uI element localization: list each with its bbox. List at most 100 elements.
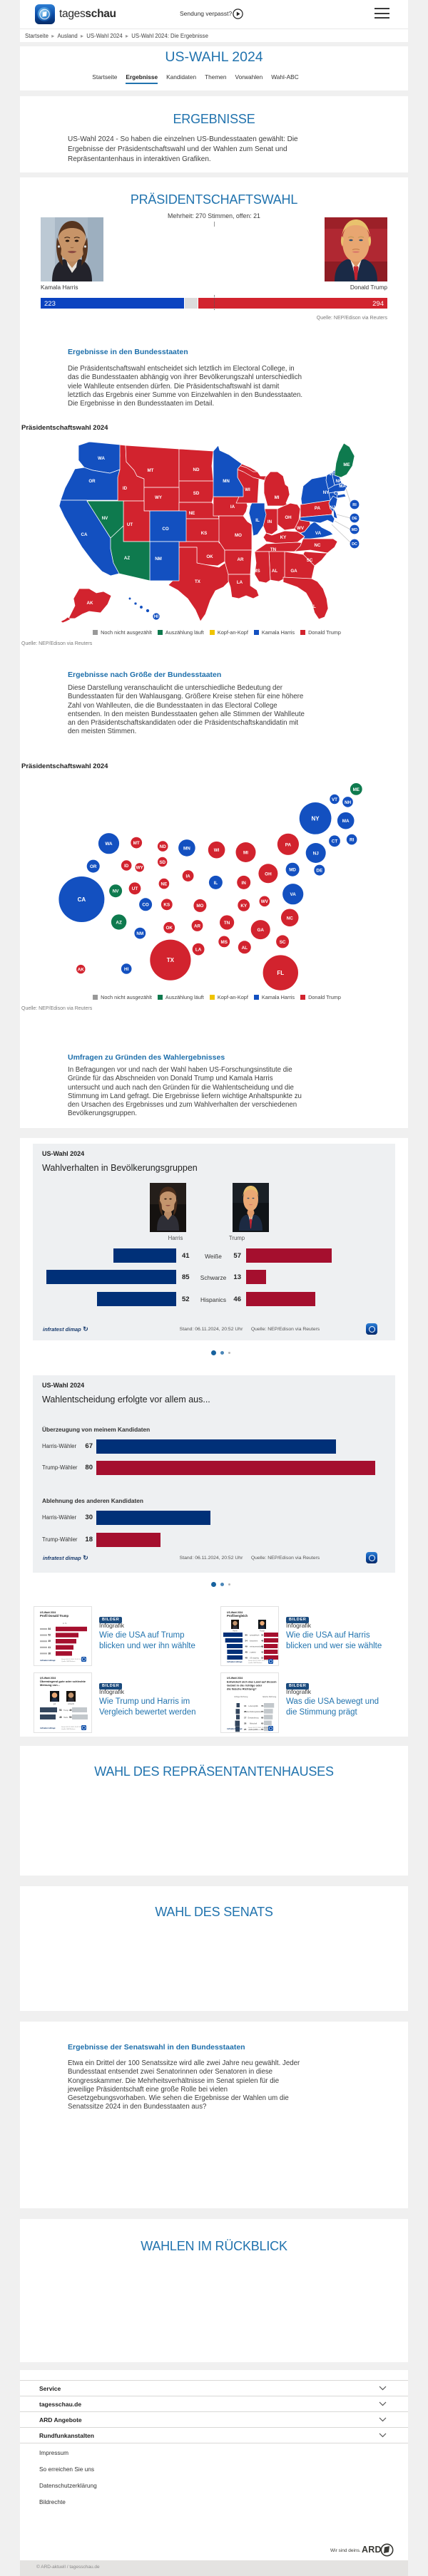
svg-text:NY: NY (323, 490, 330, 495)
svg-text:NJ: NJ (330, 505, 335, 510)
svg-text:infratest dimap: infratest dimap (227, 1660, 243, 1663)
svg-text:Überwiegend gute oder schlecht: Überwiegend gute oder schlechte (40, 1680, 86, 1683)
svg-text:46: 46 (69, 1709, 72, 1712)
svg-text:Einwanderung: Einwanderung (248, 1717, 259, 1719)
svg-text:OH: OH (265, 872, 272, 877)
svg-text:50: 50 (69, 1716, 72, 1719)
svg-text:ME: ME (343, 462, 350, 467)
svg-text:NM: NM (155, 557, 162, 562)
svg-text:52: 52 (48, 1634, 51, 1637)
svg-text:NY: NY (312, 816, 320, 822)
svg-text:MT: MT (133, 841, 140, 846)
svg-text:Stand: 06.11.2024, 20:52 Uhr: Stand: 06.11.2024, 20:52 Uhr (248, 1660, 269, 1662)
svg-text:MN: MN (183, 847, 190, 852)
svg-text:CA: CA (78, 896, 86, 903)
svg-text:ND: ND (160, 844, 167, 849)
svg-text:Stand: 06.11.2024, 20:52 Uhr: Stand: 06.11.2024, 20:52 Uhr (61, 1726, 82, 1728)
svg-text:DC: DC (352, 542, 357, 547)
svg-text:Außenpolitik: Außenpolitik (249, 1729, 258, 1731)
svg-text:Trump: Trump (63, 1709, 68, 1712)
svg-text:AK: AK (87, 601, 93, 606)
svg-text:c-patriot: c-patriot (250, 1652, 256, 1654)
svg-text:infratest dimap: infratest dimap (227, 1727, 243, 1730)
svg-text:OR: OR (88, 479, 96, 484)
svg-text:gut: gut (54, 1703, 56, 1705)
svg-text:WY: WY (155, 495, 163, 500)
svg-text:MS: MS (253, 569, 260, 574)
svg-text:IL: IL (214, 881, 218, 886)
svg-text:Lebenshaltungskosten: Lebenshaltungskosten (245, 1711, 263, 1713)
svg-text:TX: TX (167, 957, 175, 963)
svg-text:sympathisch: sympathisch (250, 1635, 260, 1637)
svg-text:79: 79 (261, 1705, 264, 1707)
svg-text:53: 53 (261, 1657, 264, 1660)
svg-text:CO: CO (142, 903, 149, 908)
svg-text:Entwickelt sich das Land auf d: Entwickelt sich das Land auf diesem (227, 1680, 277, 1684)
svg-text:WV: WV (297, 526, 305, 531)
svg-text:infratest dimap: infratest dimap (40, 1727, 56, 1729)
svg-text:GA: GA (290, 569, 297, 574)
svg-text:70: 70 (261, 1710, 264, 1713)
svg-text:UT: UT (132, 886, 138, 891)
svg-text:OH: OH (285, 515, 292, 520)
svg-text:AL: AL (272, 569, 277, 574)
svg-text:IA: IA (230, 505, 235, 509)
svg-text:CT: CT (334, 491, 340, 496)
svg-text:84: 84 (48, 1628, 51, 1630)
svg-text:Profilvergleich: Profilvergleich (227, 1614, 248, 1618)
svg-text:AR: AR (194, 924, 201, 929)
svg-text:US-ungeeig.: US-ungeeig. (250, 1657, 260, 1660)
svg-text:59: 59 (261, 1634, 264, 1637)
svg-text:VA: VA (315, 531, 322, 536)
svg-text:14: 14 (244, 1705, 247, 1707)
svg-text:in %: in % (63, 1622, 67, 1625)
svg-text:43: 43 (261, 1651, 264, 1654)
svg-text:48: 48 (245, 1657, 248, 1660)
svg-text:41: 41 (48, 1646, 51, 1649)
svg-text:OR: OR (90, 864, 97, 869)
svg-text:NV: NV (113, 889, 120, 894)
svg-text:NV: NV (102, 516, 108, 521)
svg-text:WI: WI (245, 487, 250, 492)
svg-text:Lebenspolitik: Lebenspolitik (248, 1705, 258, 1707)
svg-text:DE: DE (316, 869, 322, 874)
svg-text:WA: WA (105, 842, 113, 847)
svg-text:43: 43 (261, 1645, 264, 1648)
svg-text:US-Wahl 2024: US-Wahl 2024 (227, 1611, 243, 1614)
svg-text:US-Wahl 2024: US-Wahl 2024 (227, 1677, 243, 1680)
svg-text:Stand: 06.11.2024, 20:52 Uhr: Stand: 06.11.2024, 20:52 Uhr (61, 1658, 82, 1660)
svg-text:MD: MD (289, 868, 296, 873)
svg-text:MA: MA (342, 819, 350, 824)
svg-text:Quelle: NEP/Edison: Quelle: NEP/Edison (61, 1729, 76, 1730)
svg-text:Trump: Trump (260, 1630, 265, 1633)
svg-text:IL: IL (255, 518, 260, 523)
svg-text:KS: KS (163, 903, 170, 908)
svg-text:Harris: Harris (233, 1630, 238, 1633)
svg-text:Meinung von...: Meinung von... (40, 1683, 60, 1687)
svg-text:WI: WI (214, 848, 220, 853)
svg-text:AK: AK (78, 968, 85, 973)
svg-text:Quelle: NEP/Edison: Quelle: NEP/Edison (248, 1662, 263, 1664)
svg-text:AR: AR (238, 557, 244, 562)
svg-text:FL: FL (310, 604, 316, 609)
svg-text:26: 26 (244, 1710, 247, 1713)
svg-text:infratest dimap: infratest dimap (40, 1659, 56, 1662)
svg-text:38: 38 (48, 1652, 51, 1655)
svg-text:die falsche Richtung?: die falsche Richtung? (227, 1687, 257, 1691)
svg-text:PA: PA (285, 843, 292, 848)
svg-text:schlecht: schlecht (68, 1703, 74, 1705)
svg-text:NH: NH (336, 479, 342, 484)
svg-text:TN: TN (224, 921, 230, 926)
svg-text:Wirtschaft: Wirtschaft (250, 1723, 258, 1725)
svg-text:48: 48 (245, 1651, 248, 1654)
svg-text:WY: WY (136, 866, 144, 871)
svg-text:RI: RI (350, 838, 355, 843)
svg-text:25: 25 (244, 1728, 247, 1731)
svg-text:NE: NE (161, 882, 168, 887)
svg-text:AZ: AZ (124, 556, 130, 561)
svg-text:60: 60 (261, 1722, 264, 1725)
svg-text:GA: GA (257, 928, 264, 933)
svg-text:DE: DE (352, 517, 357, 521)
svg-text:US-Wahl 2024: US-Wahl 2024 (40, 1611, 56, 1614)
svg-text:AZ: AZ (116, 921, 122, 926)
